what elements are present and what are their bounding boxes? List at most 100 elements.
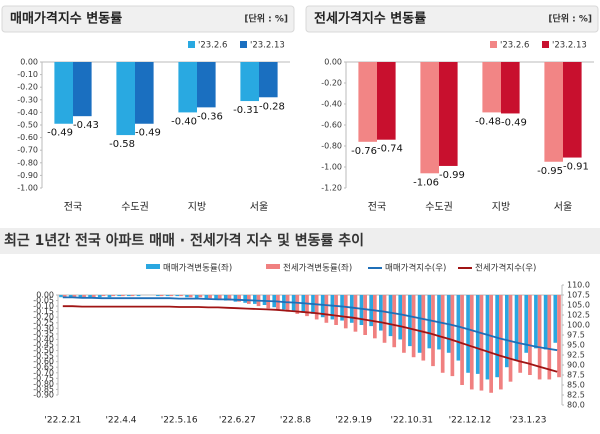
value-label: -0.76	[351, 146, 377, 157]
y-tick-label: -0.55	[33, 352, 54, 361]
bar	[543, 295, 548, 350]
value-label: -0.43	[73, 120, 99, 131]
y-tick-label: -0.20	[17, 83, 38, 92]
bar	[537, 295, 542, 380]
y-tick-label: -0.80	[33, 379, 54, 388]
bar	[518, 295, 523, 373]
value-label: -0.28	[259, 101, 285, 112]
y-tick-label: -0.20	[321, 79, 342, 88]
bar	[420, 62, 439, 174]
y-tick-label: -0.60	[33, 357, 54, 366]
bar	[505, 295, 509, 368]
bar	[450, 295, 455, 377]
value-label: -0.49	[47, 128, 73, 139]
bar	[440, 295, 445, 373]
legend-label: 전세가격변동률(좌)	[283, 263, 352, 274]
x-tick-label: 서울	[250, 201, 268, 213]
bar	[482, 62, 501, 113]
legend-swatch	[266, 264, 280, 269]
x-tick-label: '22.6.27	[219, 416, 256, 426]
bar	[117, 295, 121, 297]
bar	[240, 62, 259, 102]
bar	[358, 62, 377, 142]
bar	[136, 295, 141, 297]
bar	[54, 62, 73, 124]
bar	[116, 62, 135, 136]
chart-title: 최근 1년간 전국 아파트 매매 · 전세가격 지수 및 변동률 추이	[4, 232, 364, 249]
y-tick-label: 0.00	[36, 291, 54, 300]
legend-label: 매매가격지수(우)	[385, 263, 446, 274]
value-label: -0.49	[501, 117, 527, 128]
legend-swatch	[146, 264, 160, 269]
bar	[169, 295, 174, 297]
bar	[514, 295, 519, 361]
y2-tick-label: 100.0	[567, 321, 590, 330]
legend-label: '23.2.13	[552, 41, 587, 51]
value-label: -0.95	[537, 166, 563, 177]
legend-label: '23.2.6	[198, 41, 227, 51]
chart-title: 전세가격지수 변동률	[314, 11, 426, 27]
value-label: -0.40	[171, 116, 197, 127]
y-tick-label: -0.20	[33, 313, 54, 322]
bar	[379, 295, 383, 331]
bar	[227, 295, 232, 301]
x-tick-label: '22.10.31	[390, 416, 433, 426]
x-tick-label: '22.2.21	[44, 416, 81, 426]
bar	[392, 295, 397, 348]
y2-tick-label: 90.0	[567, 361, 585, 370]
y-tick-label: -0.90	[17, 171, 38, 180]
bar	[353, 295, 358, 332]
y-tick-label: -0.15	[33, 307, 54, 316]
value-label: -0.36	[197, 111, 223, 122]
x-tick-label: '22.5.16	[161, 416, 198, 426]
bar	[479, 295, 484, 391]
bar	[68, 295, 73, 298]
x-tick-label: 수도권	[121, 201, 149, 213]
y-tick-label: -0.10	[17, 70, 38, 79]
x-tick-label: '22.12.12	[449, 416, 492, 426]
y2-tick-label: 107.5	[567, 291, 590, 300]
bar	[489, 295, 493, 393]
bar	[363, 295, 367, 335]
value-label: -0.48	[475, 116, 501, 127]
panel-header	[305, 5, 599, 33]
bar	[204, 295, 209, 299]
x-tick-label: 지방	[188, 201, 206, 213]
y-tick-label: -0.40	[17, 108, 38, 117]
bar	[547, 295, 552, 380]
bar	[534, 295, 538, 349]
legend-swatch	[542, 41, 549, 48]
y2-tick-label: 95.0	[567, 341, 585, 350]
y2-tick-label: 87.5	[567, 371, 585, 380]
bar	[217, 295, 222, 300]
bar	[156, 295, 160, 297]
bar	[101, 295, 106, 297]
bar	[72, 295, 77, 298]
bar	[508, 295, 513, 382]
panel-header	[0, 228, 600, 254]
legend-swatch	[490, 41, 497, 48]
bar	[185, 295, 189, 298]
bar	[563, 62, 582, 158]
bar	[135, 62, 154, 124]
y2-tick-label: 82.5	[567, 391, 585, 400]
bar	[475, 295, 480, 374]
bar	[285, 295, 290, 312]
bar	[499, 295, 503, 390]
bar	[320, 295, 325, 318]
bar	[340, 295, 344, 321]
value-label: -0.49	[135, 128, 161, 139]
bar	[469, 295, 474, 390]
y-tick-label: -1.00	[321, 163, 342, 172]
y-tick-label: -0.05	[33, 296, 54, 305]
bar	[88, 295, 92, 299]
bar	[197, 62, 216, 108]
bar	[421, 295, 426, 361]
bar	[91, 295, 96, 298]
y-tick-label: -0.45	[33, 341, 54, 350]
bar	[402, 295, 406, 353]
chart-title: 매매가격지수 변동률	[10, 12, 122, 27]
bar	[305, 295, 309, 317]
x-tick-label: 전국	[64, 201, 82, 213]
y2-tick-label: 85.0	[567, 381, 585, 390]
